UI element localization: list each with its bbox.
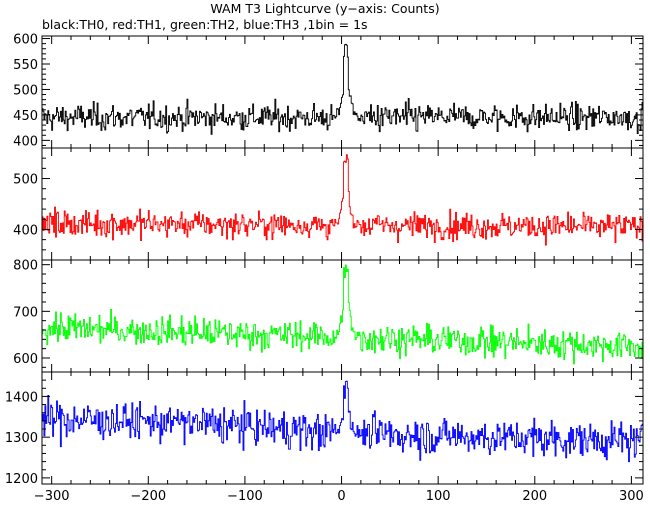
y-tick-label: 600	[13, 33, 38, 48]
series-th3-line	[42, 380, 643, 463]
panel-th1: 400 500	[13, 147, 644, 261]
y-tick-label: 450	[13, 109, 38, 124]
y-tick-label: 400	[13, 223, 38, 238]
panel-th3: 1200 1300 1400	[5, 371, 644, 487]
y-tick-label: 400	[13, 134, 38, 149]
x-tick-label: 0	[337, 489, 345, 504]
panel-th2: 600 700 800	[13, 259, 644, 373]
y-tick-label: 1300	[5, 431, 38, 446]
x-tick-label: −100	[227, 489, 263, 504]
panel-frame	[41, 147, 644, 261]
x-tick-label: −200	[130, 489, 166, 504]
y-tick-label: 800	[13, 259, 38, 274]
y-tick-label: 550	[13, 58, 38, 73]
panel-frame	[41, 35, 644, 149]
panel-frame	[41, 371, 644, 485]
chart-panels: 400 450 500 550 600 400 500 600 700 800 1200 1300 14…	[5, 33, 644, 487]
x-tick-label: 200	[522, 489, 547, 504]
series-th0-line	[42, 43, 643, 135]
y-tick-label: 1400	[5, 390, 38, 405]
chart-subtitle: black:TH0, red:TH1, green:TH2, blue:TH3 …	[42, 17, 368, 32]
x-tick-label: 100	[426, 489, 451, 504]
y-tick-label: 500	[13, 83, 38, 98]
y-tick-label: 500	[13, 173, 38, 188]
y-tick-label: 700	[13, 305, 38, 320]
y-tick-label: 1200	[5, 472, 38, 487]
series-th1-line	[42, 154, 643, 246]
chart-title: WAM T3 Lightcurve (y−axis: Counts)	[210, 1, 440, 16]
y-tick-label: 600	[13, 352, 38, 367]
x-tick-label: 300	[619, 489, 644, 504]
panel-th0: 400 450 500 550 600	[13, 33, 644, 149]
x-axis: −300 −200 −100 0 100 200 300	[34, 489, 644, 504]
x-tick-label: −300	[34, 489, 70, 504]
series-th2-line	[42, 264, 643, 365]
